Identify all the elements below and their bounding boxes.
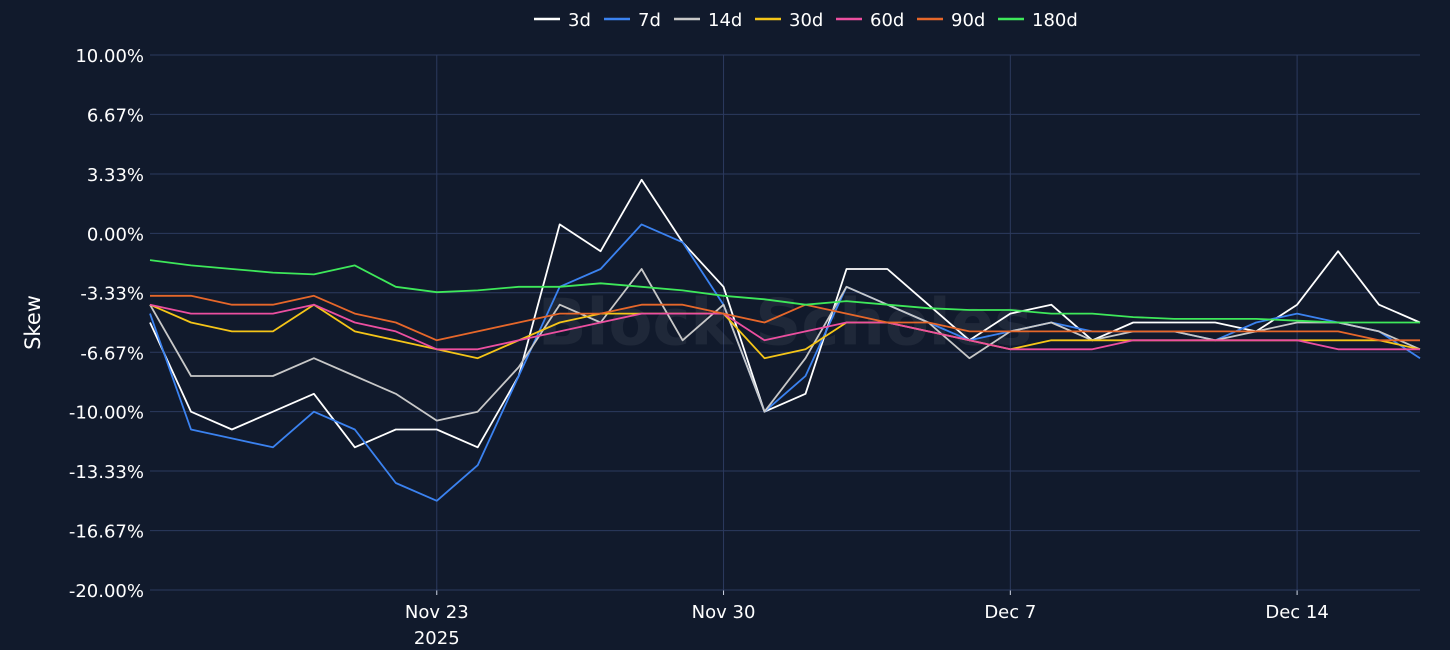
legend-label: 180d bbox=[1032, 10, 1078, 31]
y-tick-label: 10.00% bbox=[75, 46, 144, 67]
x-tick-label: 2025 bbox=[414, 628, 460, 649]
series-lines bbox=[149, 178, 1421, 502]
y-tick-label: 6.67% bbox=[87, 105, 144, 126]
series-line-90d bbox=[150, 294, 1420, 342]
y-tick-label: -13.33% bbox=[69, 462, 144, 483]
series-line-3d bbox=[149, 178, 1421, 449]
x-tick-label: Dec 7 bbox=[984, 602, 1036, 623]
y-tick-label: -10.00% bbox=[69, 403, 144, 424]
x-tick-label: Dec 14 bbox=[1265, 602, 1328, 623]
y-tick-label: -20.00% bbox=[69, 581, 144, 602]
series-line-14d bbox=[149, 268, 1421, 422]
series-line-180d bbox=[149, 259, 1420, 324]
legend-label: 7d bbox=[638, 10, 661, 31]
legend-label: 30d bbox=[789, 10, 823, 31]
series-line-7d bbox=[149, 223, 1421, 502]
legend-item-180d[interactable]: 180d bbox=[998, 10, 1078, 31]
legend-label: 90d bbox=[951, 10, 985, 31]
legend-item-7d[interactable]: 7d bbox=[604, 10, 661, 31]
legend[interactable]: 3d 7d 14d 30d 60d 90d 180d bbox=[534, 10, 1078, 31]
x-tick-label: Nov 23 bbox=[405, 602, 469, 623]
y-tick-label: -3.33% bbox=[80, 284, 144, 305]
y-tick-label: -6.67% bbox=[80, 343, 144, 364]
legend-item-30d[interactable]: 30d bbox=[755, 10, 823, 31]
legend-label: 60d bbox=[870, 10, 904, 31]
legend-label: 3d bbox=[568, 10, 591, 31]
series-line-60d bbox=[149, 303, 1420, 351]
x-axis: Nov 23 2025 Nov 30 Dec 7 Dec 14 bbox=[150, 589, 1420, 649]
y-axis: 10.00% 6.67% 3.33% 0.00% -3.33% -6.67% -10.00%… bbox=[69, 46, 144, 602]
y-tick-label: 3.33% bbox=[87, 165, 144, 186]
x-tick-label: Nov 30 bbox=[692, 602, 756, 623]
legend-item-14d[interactable]: 14d bbox=[674, 10, 742, 31]
legend-label: 14d bbox=[708, 10, 742, 31]
legend-item-60d[interactable]: 60d bbox=[836, 10, 904, 31]
y-axis-title: Skew bbox=[21, 295, 45, 350]
legend-item-90d[interactable]: 90d bbox=[917, 10, 985, 31]
legend-item-3d[interactable]: 3d bbox=[534, 10, 591, 31]
y-tick-label: 0.00% bbox=[87, 224, 144, 245]
y-tick-label: -16.67% bbox=[69, 522, 144, 543]
